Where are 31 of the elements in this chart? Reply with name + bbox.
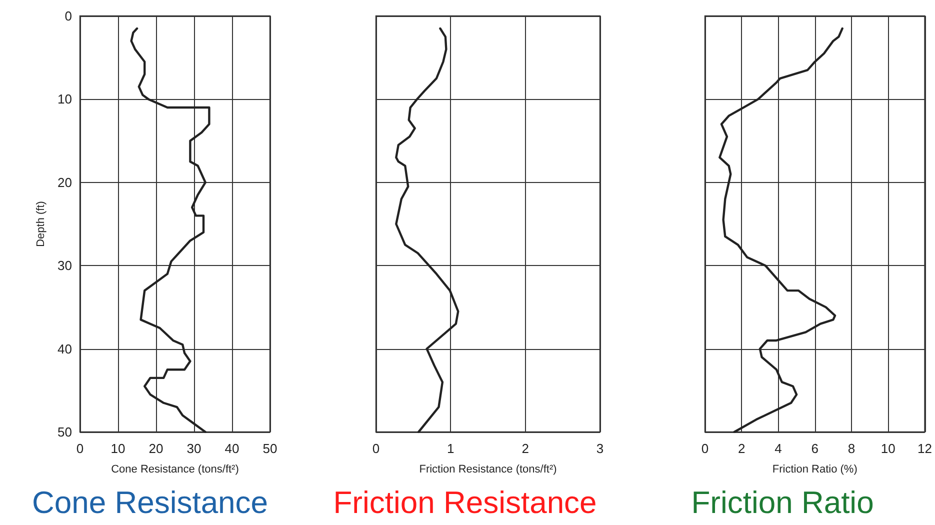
x-tick-label: 10 xyxy=(110,441,126,456)
y-tick-label: 40 xyxy=(58,341,72,356)
x-tick-label: 40 xyxy=(224,441,240,456)
x-tick-label: 30 xyxy=(186,441,202,456)
y-tick-label: 50 xyxy=(58,424,72,440)
x-axis-title: Cone Resistance (tons/ft²) xyxy=(111,464,239,476)
x-tick-label: 12 xyxy=(918,441,932,456)
y-tick-label: 10 xyxy=(58,92,72,107)
text: Cone Resistance xyxy=(32,485,268,520)
y-tick-label: 0 xyxy=(64,8,72,24)
x-tick-label: 50 xyxy=(262,441,278,456)
x-tick-label: 2 xyxy=(738,441,746,456)
text: Friction Resistance xyxy=(333,485,597,520)
x-tick-label: 6 xyxy=(811,441,818,456)
x-tick-label: 1 xyxy=(447,441,454,456)
x-tick-label: 20 xyxy=(148,441,164,456)
text: Friction Ratio xyxy=(691,485,874,520)
line-series xyxy=(130,27,210,434)
y-tick-label: 20 xyxy=(58,174,72,190)
x-axis-title: Friction Ratio (%) xyxy=(772,464,858,476)
x-tick-label: 2 xyxy=(522,441,529,456)
y-tick-label: 30 xyxy=(58,258,72,274)
x-tick-label: 0 xyxy=(76,441,84,456)
x-axis-title: Friction Resistance (tons/ft²) xyxy=(419,464,557,476)
x-tick-label: 3 xyxy=(596,441,604,456)
y-axis-title: Depth (ft) xyxy=(35,201,48,247)
x-tick-label: 8 xyxy=(848,441,856,456)
x-tick-label: 4 xyxy=(774,441,782,456)
x-tick-label: 0 xyxy=(701,441,709,456)
x-tick-label: 10 xyxy=(880,441,896,456)
x-tick-label: 0 xyxy=(372,441,380,456)
